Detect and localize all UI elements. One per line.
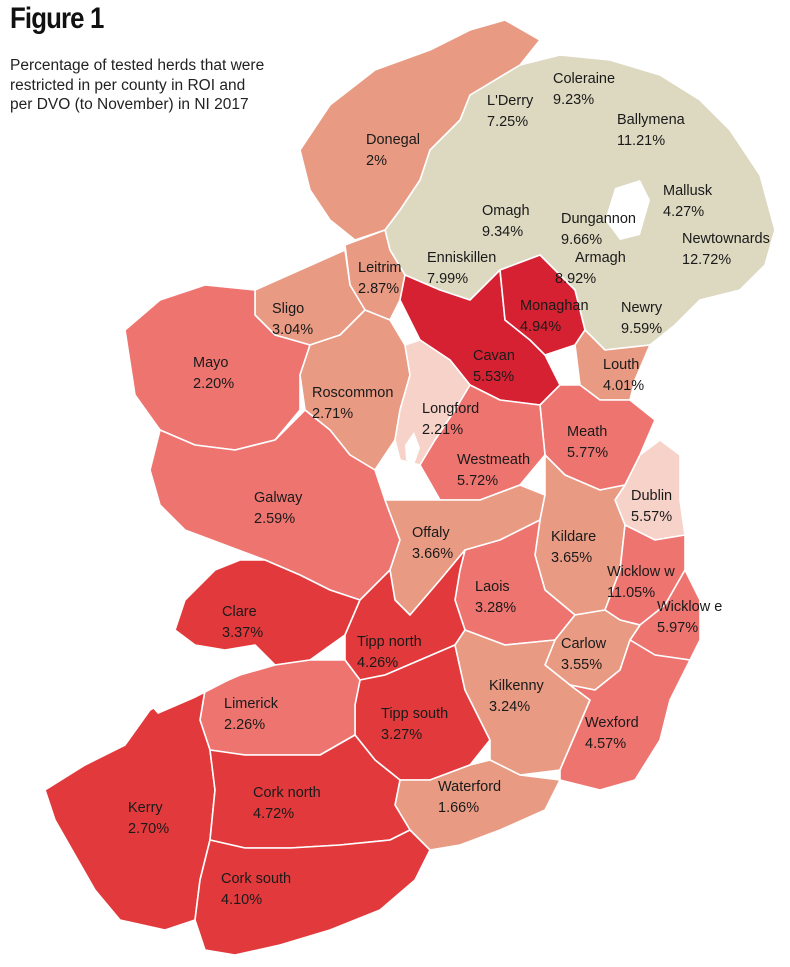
lough-neagh	[605, 180, 650, 240]
lough-ree	[405, 432, 420, 465]
label-value-mayo: 2.20%	[193, 376, 234, 392]
label-value-omagh: 9.34%	[482, 224, 523, 240]
label-name-cork-south: Cork south	[221, 871, 291, 887]
label-name-wicklow-e: Wicklow e	[657, 599, 722, 615]
label-value-kerry: 2.70%	[128, 821, 169, 837]
label-name-carlow: Carlow	[561, 636, 607, 652]
label-name-cork-north: Cork north	[253, 785, 321, 801]
label-value-wexford: 4.57%	[585, 736, 626, 752]
label-name-kerry: Kerry	[128, 800, 163, 816]
label-name-longford: Longford	[422, 401, 479, 417]
label-name-louth: Louth	[603, 357, 639, 373]
label-name-dublin: Dublin	[631, 488, 672, 504]
label-name-roscommon: Roscommon	[312, 385, 393, 401]
label-name-dungannon: Dungannon	[561, 211, 636, 227]
label-name-armagh: Armagh	[575, 250, 626, 266]
label-name-clare: Clare	[222, 604, 257, 620]
label-value-louth: 4.01%	[603, 378, 644, 394]
label-name-tipp-north: Tipp north	[357, 634, 422, 650]
label-name-waterford: Waterford	[438, 779, 501, 795]
label-name-mayo: Mayo	[193, 355, 228, 371]
label-name-lderry: L'Derry	[487, 93, 534, 109]
label-name-wexford: Wexford	[585, 715, 639, 731]
label-name-donegal: Donegal	[366, 132, 420, 148]
label-value-dublin: 5.57%	[631, 509, 672, 525]
label-name-westmeath: Westmeath	[457, 452, 530, 468]
label-value-mallusk: 4.27%	[663, 204, 704, 220]
label-value-monaghan: 4.94%	[520, 319, 561, 335]
label-value-armagh: 8.92%	[555, 271, 596, 287]
label-name-galway: Galway	[254, 490, 303, 506]
label-value-meath: 5.77%	[567, 445, 608, 461]
label-name-monaghan: Monaghan	[520, 298, 589, 314]
label-value-kildare: 3.65%	[551, 550, 592, 566]
label-name-sligo: Sligo	[272, 301, 304, 317]
label-value-carlow: 3.55%	[561, 657, 602, 673]
label-name-offaly: Offaly	[412, 525, 450, 541]
label-value-leitrim: 2.87%	[358, 281, 399, 297]
region-cork-south	[194, 829, 431, 956]
region-donegal	[299, 19, 541, 241]
label-name-wicklow-w: Wicklow w	[607, 564, 675, 580]
label-name-leitrim: Leitrim	[358, 260, 402, 276]
label-value-westmeath: 5.72%	[457, 473, 498, 489]
label-name-coleraine: Coleraine	[553, 71, 615, 87]
label-name-newtownards: Newtownards	[682, 231, 770, 247]
figure-caption: Percentage of tested herds that were res…	[10, 57, 265, 113]
label-value-sligo: 3.04%	[272, 322, 313, 338]
label-value-laois: 3.28%	[475, 600, 516, 616]
label-value-kilkenny: 3.24%	[489, 699, 530, 715]
label-value-cork-north: 4.72%	[253, 806, 294, 822]
label-value-waterford: 1.66%	[438, 800, 479, 816]
shannon-estuary	[150, 652, 268, 714]
region-labels: Coleraine 9.23% L'Derry 7.25% Ballymena …	[128, 71, 770, 908]
label-value-lderry: 7.25%	[487, 114, 528, 130]
label-value-galway: 2.59%	[254, 511, 295, 527]
label-value-ballymena: 11.21%	[617, 133, 665, 149]
label-name-meath: Meath	[567, 424, 607, 440]
label-value-cavan: 5.53%	[473, 369, 514, 385]
label-value-longford: 2.21%	[422, 422, 463, 438]
label-name-ballymena: Ballymena	[617, 112, 686, 128]
label-value-clare: 3.37%	[222, 625, 263, 641]
label-name-tipp-south: Tipp south	[381, 706, 448, 722]
label-name-enniskillen: Enniskillen	[427, 250, 496, 266]
label-name-kildare: Kildare	[551, 529, 596, 545]
label-value-donegal: 2%	[366, 153, 387, 169]
label-value-roscommon: 2.71%	[312, 406, 353, 422]
label-value-enniskillen: 7.99%	[427, 271, 468, 287]
label-value-newry: 9.59%	[621, 321, 662, 337]
label-value-tipp-north: 4.26%	[357, 655, 398, 671]
label-name-limerick: Limerick	[224, 696, 279, 712]
label-value-coleraine: 9.23%	[553, 92, 594, 108]
label-value-offaly: 3.66%	[412, 546, 453, 562]
figure-title: Figure 1	[10, 2, 104, 35]
label-value-dungannon: 9.66%	[561, 232, 602, 248]
label-value-limerick: 2.26%	[224, 717, 265, 733]
label-name-mallusk: Mallusk	[663, 183, 713, 199]
label-name-kilkenny: Kilkenny	[489, 678, 545, 694]
label-name-cavan: Cavan	[473, 348, 515, 364]
region-wexford	[559, 639, 691, 791]
label-value-cork-south: 4.10%	[221, 892, 262, 908]
label-name-laois: Laois	[475, 579, 510, 595]
label-value-wicklow-w: 11.05%	[607, 585, 655, 601]
label-value-newtownards: 12.72%	[682, 252, 731, 268]
label-name-newry: Newry	[621, 300, 663, 316]
label-value-wicklow-e: 5.97%	[657, 620, 698, 636]
label-name-omagh: Omagh	[482, 203, 530, 219]
label-value-tipp-south: 3.27%	[381, 727, 422, 743]
